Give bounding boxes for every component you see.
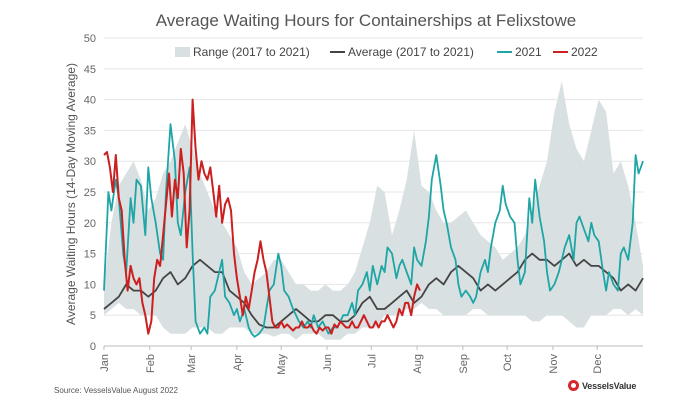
x-tick-label: Sep [458, 354, 470, 374]
x-tick-label: Mar [186, 354, 198, 373]
chart-title: Average Waiting Hours for Containerships… [156, 11, 576, 30]
x-tick-label: Jun [322, 354, 334, 372]
legend-label: Range (2017 to 2021) [193, 45, 310, 59]
y-tick-label: 35 [84, 125, 96, 137]
y-tick-label: 45 [84, 64, 96, 76]
logo-icon [568, 380, 579, 391]
x-axis: Jan Feb Mar Apr May Jun Jul Aug Sep Oct Nov Dec [99, 345, 643, 375]
y-tick-label: 40 [84, 95, 96, 107]
source-note: Source: VesselsValue August 2022 [54, 386, 178, 395]
x-tick-label: Nov [548, 354, 560, 374]
y-tick-label: 30 [84, 156, 96, 168]
legend-label: Average (2017 to 2021) [348, 45, 474, 59]
logo-text: VesselsValue [582, 380, 637, 391]
x-tick-label: Jul [366, 354, 378, 368]
legend: Range (2017 to 2021) Average (2017 to 202… [175, 45, 598, 59]
y-tick-label: 5 [90, 310, 96, 322]
x-tick-label: Oct [502, 354, 514, 371]
y-tick-label: 50 [84, 33, 96, 45]
y-tick-label: 25 [84, 187, 96, 199]
legend-swatch-range [175, 47, 190, 57]
series-line-2022 [103, 98, 421, 335]
x-tick-label: Dec [592, 354, 604, 374]
y-tick-label: 20 [84, 218, 96, 230]
y-axis-label: Average Waiting Hours (14-Day Moving Ave… [64, 63, 78, 325]
y-tick-label: 10 [84, 279, 96, 291]
brand-logo: VesselsValue [568, 380, 636, 391]
x-tick-label: Aug [412, 354, 424, 374]
x-tick-label: Jan [99, 354, 111, 372]
y-axis: 0 5 10 15 20 25 30 35 40 45 50 [84, 33, 96, 353]
legend-label: 2021 [515, 45, 542, 59]
series-line-2021 [103, 123, 644, 338]
x-tick-label: Feb [145, 354, 157, 373]
plot-area [103, 81, 644, 340]
range-band [104, 81, 643, 340]
x-tick-label: Apr [232, 354, 244, 371]
y-tick-label: 15 [84, 249, 96, 261]
y-tick-label: 0 [90, 341, 96, 353]
x-tick-label: May [276, 354, 288, 375]
legend-label: 2022 [571, 45, 598, 59]
